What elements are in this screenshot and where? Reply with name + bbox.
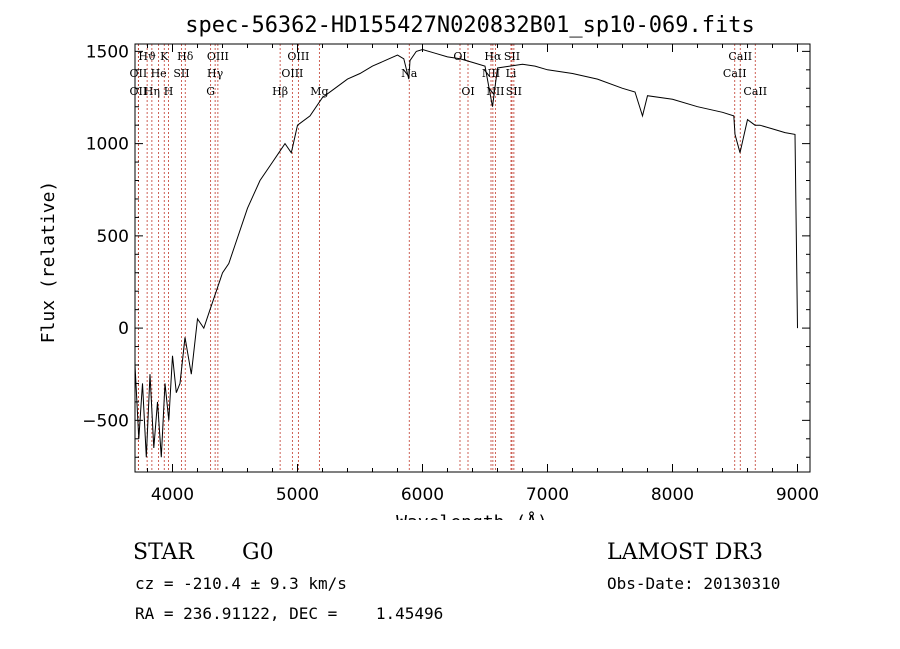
chart-title: spec-56362-HD155427N020832B01_sp10-069.f… xyxy=(185,13,755,38)
marker-label-25: CaII xyxy=(723,67,747,80)
y-tick-label-3: 1000 xyxy=(86,135,129,155)
x-tick-label-4: 8000 xyxy=(651,485,694,505)
marker-label-2: OII xyxy=(130,67,148,80)
marker-label-11: OIII xyxy=(207,50,229,63)
x-tick-label-5: 9000 xyxy=(776,485,819,505)
y-axis: −500 0 500 1000 1500 xyxy=(82,42,810,458)
coordinates: RA = 236.91122, DEC = 1.45496 xyxy=(135,604,444,623)
y-tick-label-0: −500 xyxy=(82,411,129,431)
obs-date: Obs-Date: 20130310 xyxy=(607,574,781,593)
marker-label-1: Hϑ xyxy=(138,50,156,63)
marker-label-3: Hη xyxy=(144,85,160,98)
marker-label-9: G xyxy=(206,85,215,98)
marker-label-16: Na xyxy=(401,67,418,80)
marker-label-18: OI xyxy=(461,85,474,98)
y-axis-label: Flux (relative) xyxy=(38,181,59,344)
line-marker-labels: OIIHϑOIIHηHeKHSIIHδGHγOIIIHβOIIIOIIIMgNa… xyxy=(130,50,768,98)
marker-label-7: SII xyxy=(173,67,189,80)
x-tick-label-3: 7000 xyxy=(526,485,569,505)
marker-label-15: Mg xyxy=(310,85,328,98)
y-tick-label-2: 500 xyxy=(97,227,129,247)
marker-label-12: Hβ xyxy=(272,85,288,98)
spectrum-line xyxy=(134,48,798,458)
marker-label-21: NII xyxy=(486,85,504,98)
marker-label-20: Hα xyxy=(484,50,502,63)
redshift-info: cz = -210.4 ± 9.3 km/s xyxy=(135,574,347,593)
marker-label-13: OIII xyxy=(281,67,303,80)
marker-label-22: Li xyxy=(506,67,517,80)
line-markers xyxy=(137,44,756,472)
x-tick-label-0: 4000 xyxy=(151,485,194,505)
x-tick-label-1: 5000 xyxy=(276,485,319,505)
marker-label-23: SII xyxy=(504,50,520,63)
x-axis: 4000 5000 6000 7000 8000 9000 xyxy=(147,44,819,505)
marker-label-24: SII xyxy=(506,85,522,98)
marker-label-26: CaII xyxy=(728,50,752,63)
survey-name: LAMOST DR3 xyxy=(607,540,763,565)
marker-label-5: K xyxy=(160,50,169,63)
marker-label-19: NII xyxy=(482,67,500,80)
marker-label-6: H xyxy=(164,85,174,98)
y-tick-label-1: 0 xyxy=(118,319,129,339)
marker-label-14: OIII xyxy=(287,50,309,63)
marker-label-17: OI xyxy=(453,50,466,63)
object-class: STAR xyxy=(133,540,194,565)
y-tick-label-4: 1500 xyxy=(86,42,129,62)
marker-label-10: Hγ xyxy=(207,67,224,80)
object-subclass: G0 xyxy=(242,540,274,565)
marker-label-8: Hδ xyxy=(177,50,194,63)
marker-label-4: He xyxy=(151,67,167,80)
x-axis-label: Wavelength (Å) xyxy=(396,511,548,520)
marker-label-27: CaII xyxy=(743,85,767,98)
spectrum-chart: spec-56362-HD155427N020832B01_sp10-069.f… xyxy=(38,13,819,520)
plot-frame xyxy=(134,43,811,473)
marker-label-0: OII xyxy=(130,85,148,98)
x-tick-label-2: 6000 xyxy=(401,485,444,505)
